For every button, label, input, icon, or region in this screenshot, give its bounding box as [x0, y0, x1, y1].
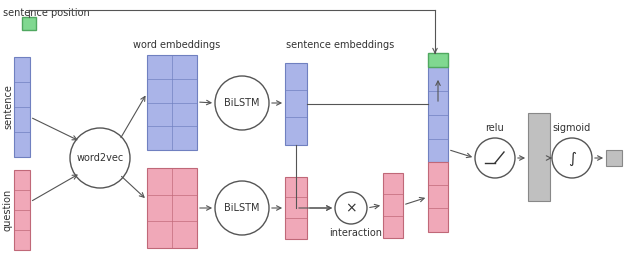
Bar: [147, 168, 197, 248]
Bar: [285, 177, 307, 239]
Text: ∫: ∫: [568, 150, 576, 165]
Text: sentence position: sentence position: [3, 8, 90, 18]
Circle shape: [552, 138, 592, 178]
Bar: [428, 162, 448, 232]
Bar: [528, 113, 550, 201]
Circle shape: [335, 192, 367, 224]
Text: BiLSTM: BiLSTM: [224, 98, 260, 108]
Circle shape: [70, 128, 130, 188]
Text: relu: relu: [486, 123, 504, 133]
Text: ×: ×: [345, 201, 357, 215]
Text: question: question: [3, 189, 13, 231]
Bar: [383, 173, 403, 238]
Bar: [22, 17, 36, 30]
Text: word2vec: word2vec: [76, 153, 124, 163]
Circle shape: [475, 138, 515, 178]
Text: interaction: interaction: [330, 228, 383, 238]
Text: sigmoid: sigmoid: [553, 123, 591, 133]
Bar: [14, 170, 30, 250]
Circle shape: [215, 181, 269, 235]
Bar: [285, 63, 307, 145]
Bar: [606, 150, 622, 166]
Text: sentence: sentence: [3, 85, 13, 129]
Bar: [428, 53, 448, 67]
Bar: [428, 67, 448, 162]
Text: BiLSTM: BiLSTM: [224, 203, 260, 213]
Text: word embeddings: word embeddings: [133, 40, 221, 50]
Circle shape: [215, 76, 269, 130]
Text: sentence embeddings: sentence embeddings: [286, 40, 394, 50]
Bar: [147, 55, 197, 150]
Bar: [14, 57, 30, 157]
